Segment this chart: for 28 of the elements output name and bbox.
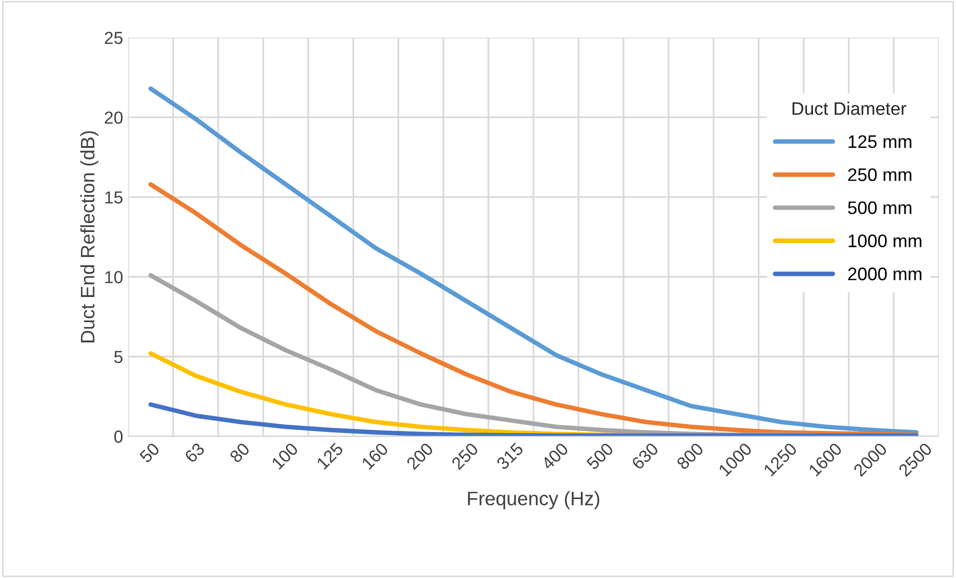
x-tick-label: 630 (631, 442, 660, 470)
legend-label: 125 mm (848, 135, 912, 148)
x-tick-label: 125 (316, 442, 344, 470)
x-tick-label: 400 (540, 442, 570, 470)
x-tick-label: 80 (229, 442, 250, 464)
x-tick-label: 500 (586, 442, 614, 470)
y-tick-label: 25 (104, 32, 123, 44)
legend-label: 500 mm (848, 201, 912, 214)
x-tick-label: 63 (184, 442, 206, 464)
y-tick-label: 5 (114, 350, 123, 364)
legend-label: 250 mm (848, 168, 912, 182)
y-axis-title: Duct End Reflection (dB) (80, 131, 98, 342)
legend-title: Duct Diameter (792, 102, 906, 115)
x-tick-label: 315 (496, 442, 524, 470)
legend-label: 2000 mm (848, 268, 922, 280)
y-tick-label: 10 (105, 271, 123, 284)
line-series (148, 402, 918, 436)
legend-label: 1000 mm (848, 234, 922, 248)
y-tick-label: 15 (105, 191, 123, 204)
x-tick-label: 160 (361, 442, 389, 470)
y-tick-label: 20 (104, 112, 123, 124)
x-axis-title: Frequency (Hz) (468, 491, 600, 510)
x-tick-label: 200 (406, 442, 434, 470)
x-tick-label: 800 (676, 442, 704, 470)
x-tick-label: 100 (271, 442, 299, 470)
x-tick-label: 250 (450, 442, 479, 470)
x-tick-label: 50 (138, 442, 160, 464)
y-tick-label: 0 (114, 430, 123, 443)
